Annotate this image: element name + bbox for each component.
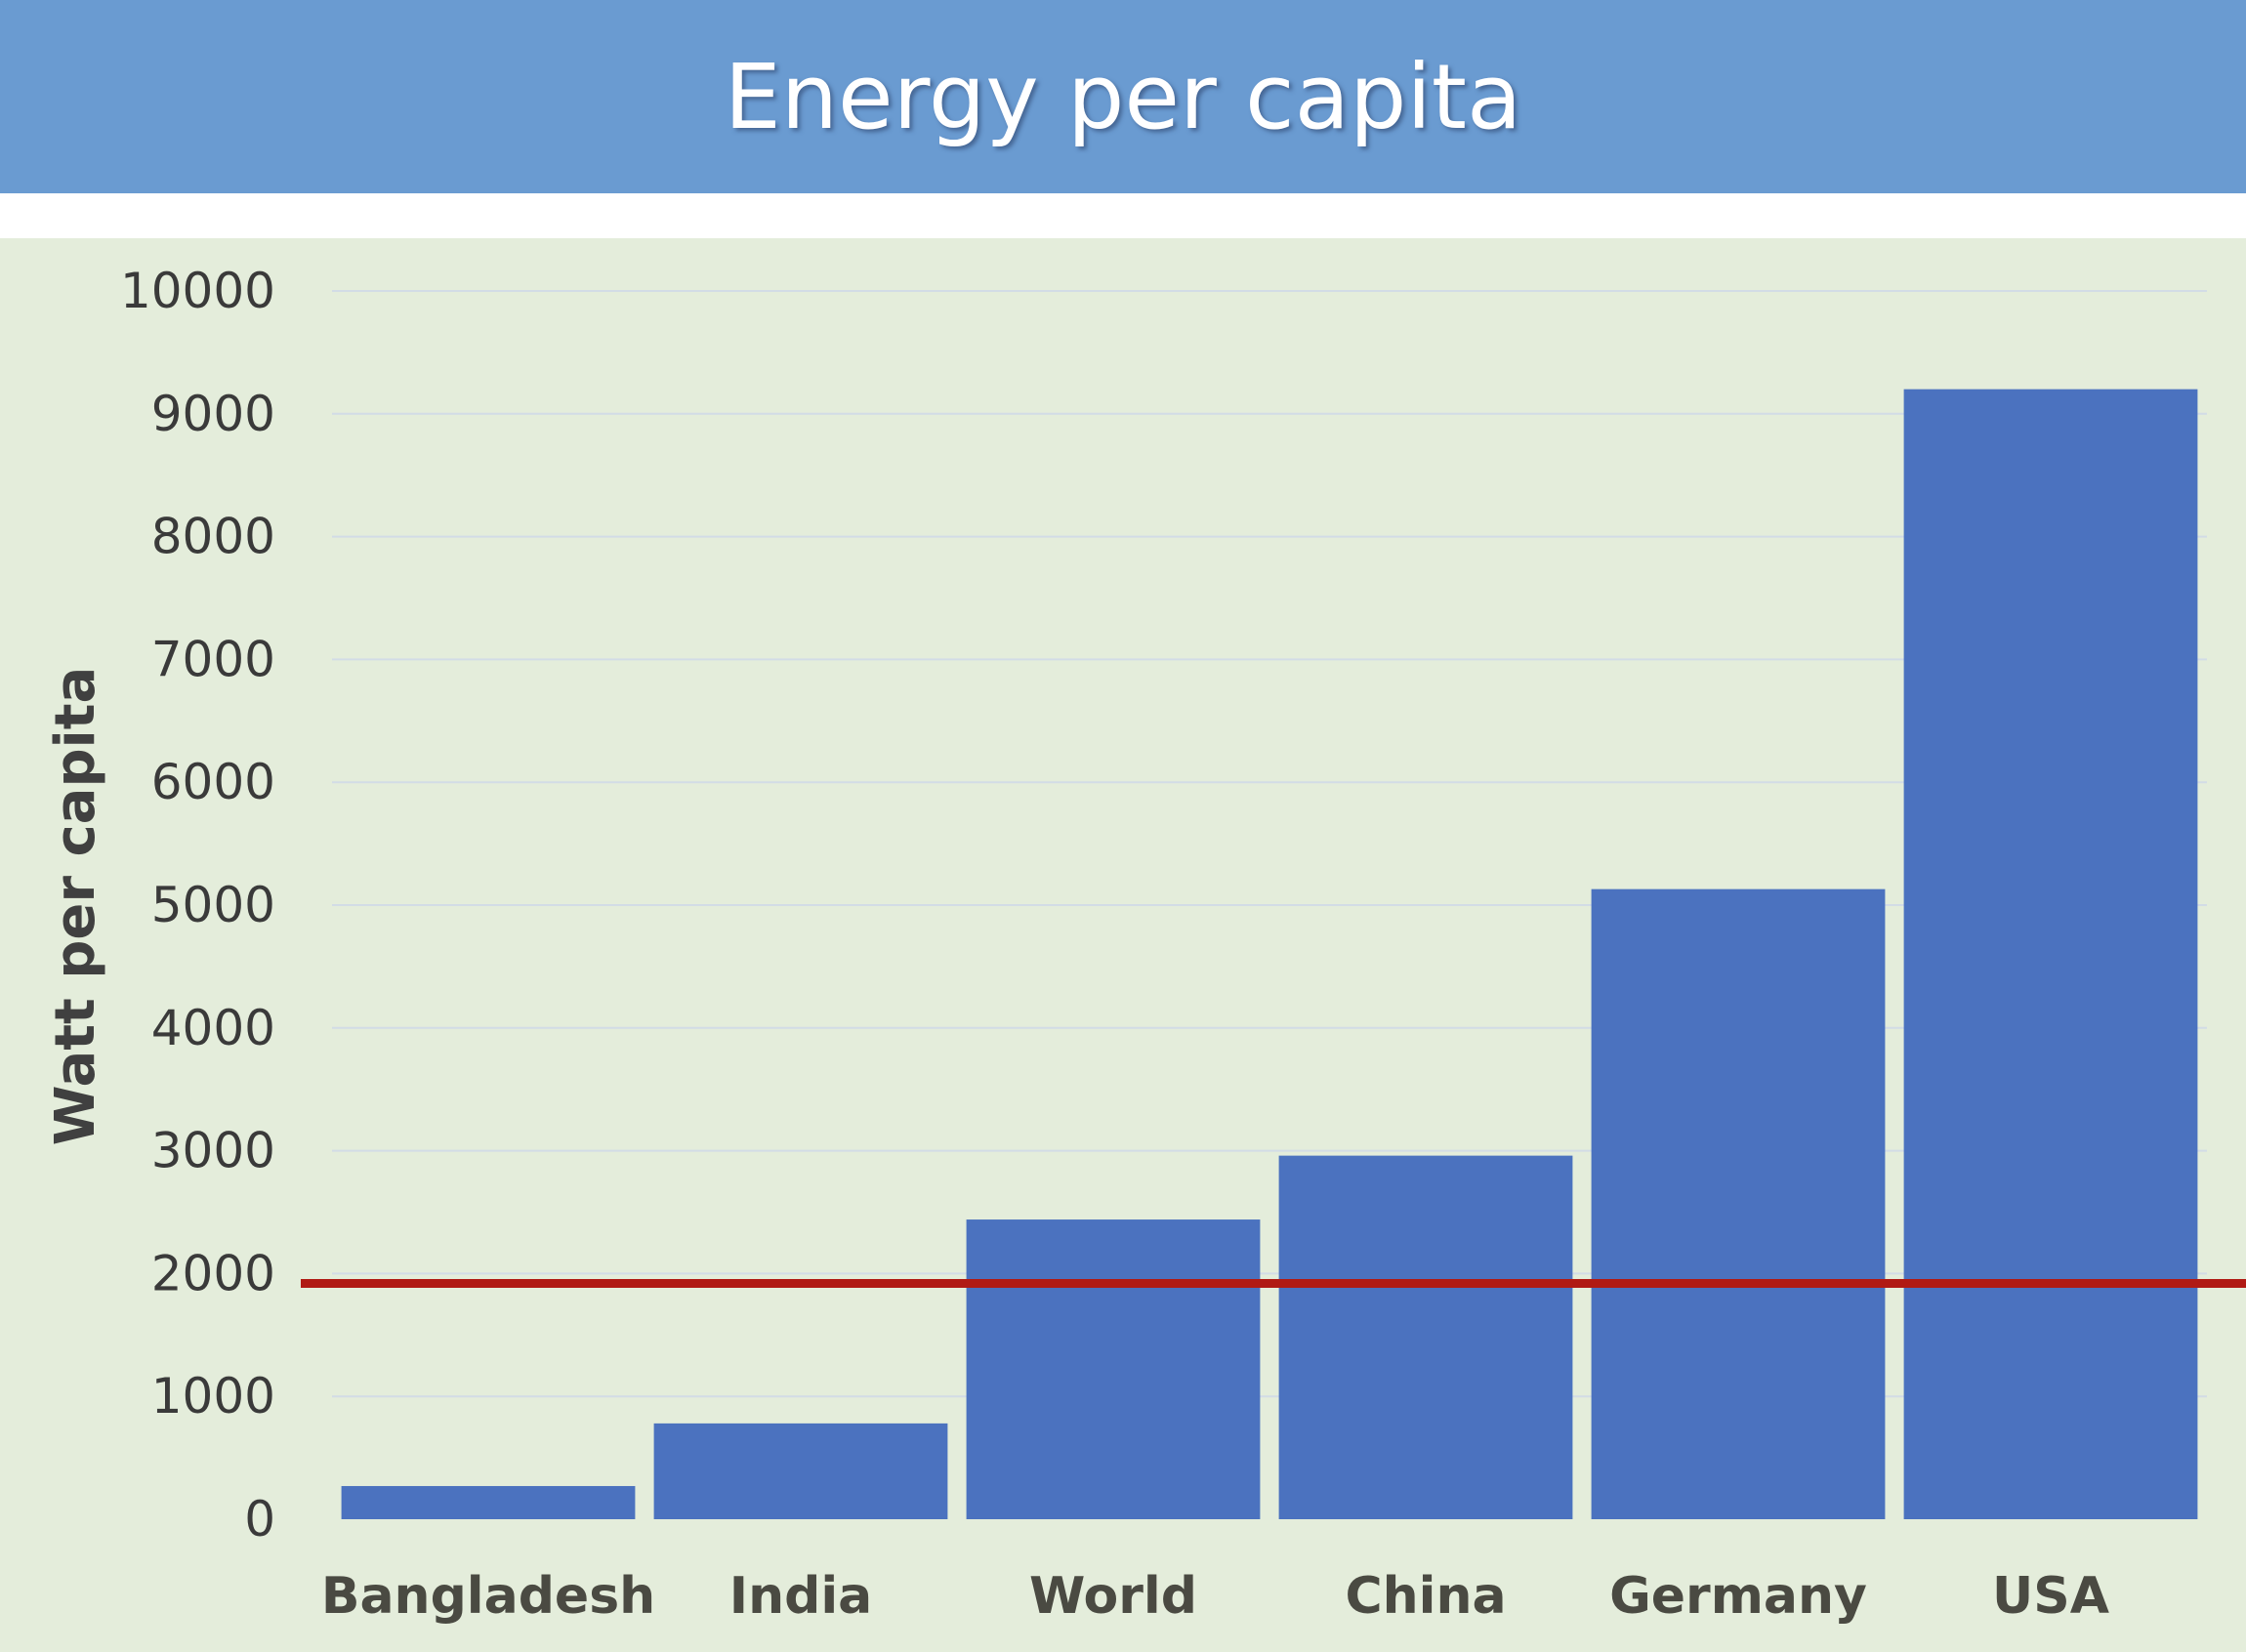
y-axis-title: Watt per capita [44, 667, 107, 1146]
x-category-label: India [729, 1567, 873, 1626]
y-tick-label: 6000 [151, 754, 275, 810]
bar-india [653, 1423, 948, 1519]
bar-world [966, 1219, 1261, 1519]
x-category-label: Bangladesh [321, 1567, 655, 1626]
x-category-label: World [1029, 1567, 1197, 1626]
y-tick-label: 4000 [151, 1000, 275, 1056]
y-tick-label: 5000 [151, 877, 275, 933]
y-tick-label: 0 [244, 1491, 275, 1548]
chart-title: Energy per capita [724, 44, 1522, 149]
chart-area: 0 1000 2000 3000 4000 5000 6000 7000 8000 9000 100… [0, 238, 2246, 1652]
y-tick-label: 7000 [151, 631, 275, 687]
y-tick-label: 3000 [151, 1123, 275, 1179]
gridlines [332, 290, 2207, 1398]
bar-usa [1903, 389, 2198, 1519]
title-bar: Energy per capita [0, 0, 2246, 193]
x-category-label: USA [1992, 1567, 2109, 1626]
bar-bangladesh [341, 1486, 636, 1519]
x-category-labels: Bangladesh India World China Germany USA [321, 1567, 2109, 1626]
y-tick-label: 9000 [151, 386, 275, 442]
bars [341, 389, 2198, 1519]
y-tick-label: 1000 [151, 1368, 275, 1425]
y-tick-label: 2000 [151, 1245, 275, 1301]
bar-china [1278, 1155, 1573, 1519]
y-tick-labels: 0 1000 2000 3000 4000 5000 6000 7000 8000 9000 100… [120, 263, 275, 1548]
y-tick-label: 8000 [151, 509, 275, 565]
y-tick-label: 10000 [120, 263, 275, 319]
x-category-label: China [1345, 1567, 1506, 1626]
bar-germany [1591, 888, 1886, 1519]
bar-chart: 0 1000 2000 3000 4000 5000 6000 7000 8000 9000 100… [44, 263, 2246, 1626]
x-category-label: Germany [1609, 1567, 1867, 1626]
